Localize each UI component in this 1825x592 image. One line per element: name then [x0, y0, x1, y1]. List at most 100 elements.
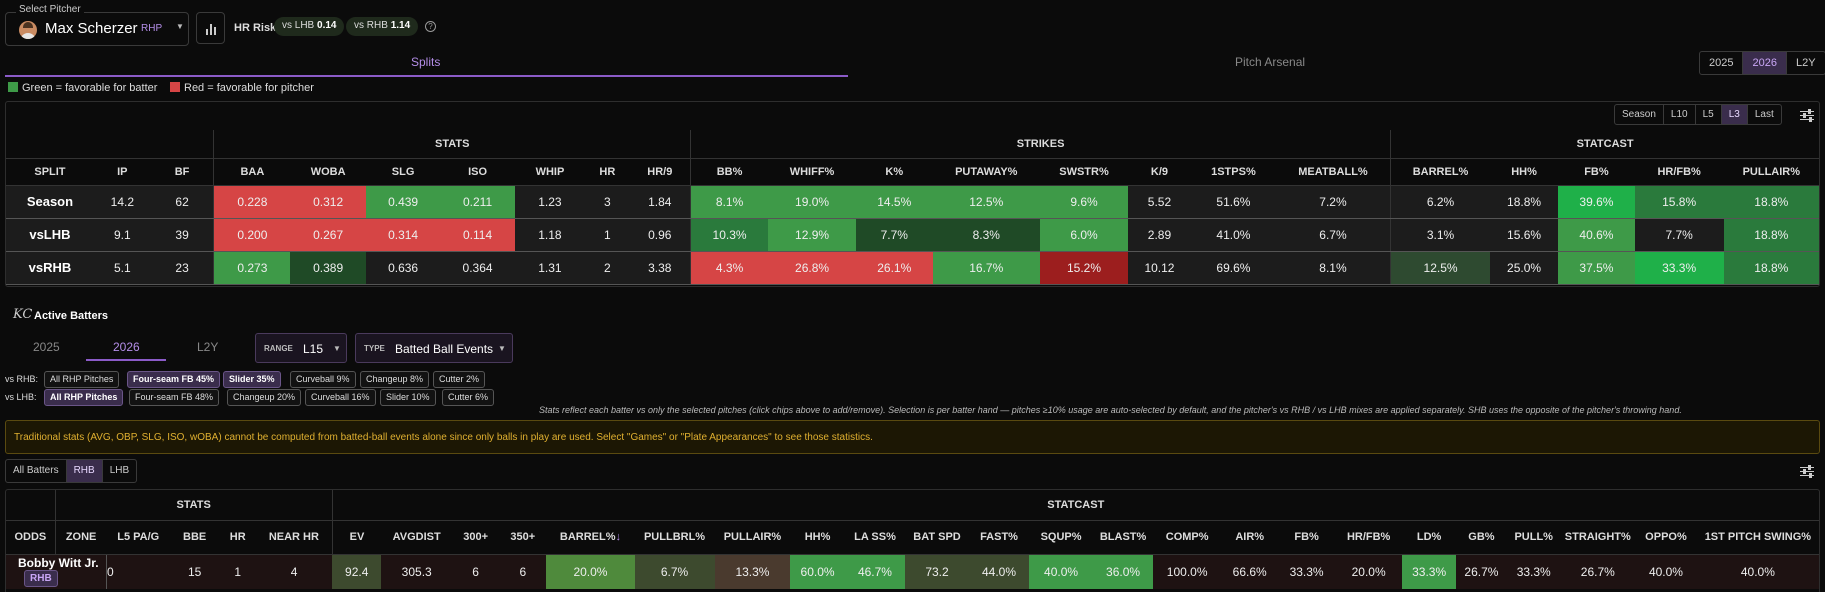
column-header-label: HR [229, 531, 246, 543]
range-option[interactable]: L5 [1696, 105, 1722, 124]
column-header[interactable]: HR/FB% [1334, 520, 1403, 555]
column-header[interactable]: COMP% [1153, 520, 1221, 555]
settings-sliders-icon[interactable] [1800, 109, 1814, 122]
tab-pitch-arsenal[interactable]: Pitch Arsenal [1235, 55, 1306, 69]
column-header[interactable]: AVGDIST [381, 520, 453, 555]
column-header[interactable]: HR [219, 520, 257, 555]
pitch-chip[interactable]: Cutter 6% [442, 389, 495, 406]
pitch-chip[interactable]: Slider 10% [380, 389, 436, 406]
column-header[interactable]: AIR% [1220, 520, 1279, 555]
table-cell: 7.2% [1275, 185, 1391, 219]
type-dropdown[interactable]: TYPE Batted Ball Events ▼ [355, 333, 513, 363]
column-header[interactable]: IP [93, 158, 151, 186]
column-header[interactable]: WOBA [290, 158, 366, 186]
pitch-chip[interactable]: Curveball 16% [305, 389, 376, 406]
tab-splits[interactable]: Splits [411, 55, 441, 69]
table-row[interactable]: vsRHB 5.1 23 0.273 0.389 0.636 0.364 1.31 2 3.38 4… [6, 251, 1819, 285]
pitch-chip[interactable]: Cutter 2% [433, 371, 486, 388]
year-option[interactable]: L2Y [1795, 57, 1816, 69]
column-header[interactable]: FB% [1278, 520, 1335, 555]
range-option[interactable]: L3 [1721, 105, 1748, 124]
column-header[interactable]: WHIP [514, 158, 586, 186]
column-header[interactable]: EV [331, 520, 382, 555]
help-icon[interactable]: ? [425, 21, 436, 32]
column-header[interactable]: LD% [1402, 520, 1456, 555]
column-header[interactable]: PULLAIR% [1723, 158, 1819, 186]
table-row[interactable]: vsLHB 9.1 39 0.200 0.267 0.314 0.114 1.18 1 0.96 1… [6, 218, 1819, 252]
column-header[interactable]: GB% [1455, 520, 1508, 555]
range-dropdown[interactable]: RANGE L15 ▼ [255, 333, 347, 363]
pitcher-select[interactable]: Select Pitcher Max Scherzer RHP ▼ [5, 4, 189, 46]
column-header[interactable]: HR [585, 158, 630, 186]
pitch-chip[interactable]: Changeup 20% [227, 389, 302, 406]
table-cell: 3.1% [1390, 218, 1490, 252]
column-header[interactable]: BARREL%↓ [546, 520, 635, 555]
settings-sliders-icon[interactable] [1800, 465, 1814, 478]
column-header[interactable]: BBE [170, 520, 220, 555]
column-header[interactable]: NEAR HR [256, 520, 333, 555]
pitch-chip[interactable]: Four-seam FB 45% [127, 371, 221, 388]
column-header[interactable]: SQUP% [1029, 520, 1093, 555]
column-header[interactable]: 1STPS% [1191, 158, 1276, 186]
column-header[interactable]: FB% [1558, 158, 1635, 186]
column-header[interactable]: BAT SPD [905, 520, 969, 555]
column-header[interactable]: LA SS% [844, 520, 906, 555]
table-cell: 1.31 [514, 251, 586, 285]
pitch-chip[interactable]: Four-seam FB 48% [129, 389, 220, 406]
batters-year-tab[interactable]: L2Y [197, 340, 219, 354]
column-header[interactable]: FAST% [968, 520, 1030, 555]
column-header[interactable]: STRAIGHT% [1560, 520, 1636, 555]
pitch-chip[interactable]: Slider 35% [223, 371, 281, 388]
column-header[interactable]: 350+ [499, 520, 547, 555]
table-row[interactable]: Season 14.2 62 0.228 0.312 0.439 0.211 1.23 3 1.8… [6, 185, 1819, 219]
range-option[interactable]: L10 [1664, 105, 1696, 124]
column-header[interactable]: OPPO% [1635, 520, 1697, 555]
year-option[interactable]: 2025 [1700, 52, 1744, 74]
hand-filter-option[interactable]: All Batters [6, 460, 67, 482]
column-header[interactable]: MEATBALL% [1275, 158, 1391, 186]
column-header[interactable]: L5 PA/G [106, 520, 171, 555]
pitch-chip[interactable]: All RHP Pitches [44, 371, 120, 388]
table-cell: 20.0% [546, 554, 635, 589]
range-option[interactable]: Season [1615, 105, 1664, 124]
column-header[interactable]: PULLAIR% [714, 520, 791, 555]
table-cell: 305.3 [381, 554, 453, 589]
column-header[interactable]: BB% [690, 158, 769, 186]
column-header[interactable]: PUTAWAY% [932, 158, 1041, 186]
column-header[interactable]: HR/FB% [1634, 158, 1724, 186]
table-cell: 100.0% [1153, 554, 1221, 589]
range-option[interactable]: Last [1754, 109, 1774, 120]
batters-year-tab[interactable]: 2026 [113, 340, 140, 354]
column-header[interactable]: BARREL% [1390, 158, 1490, 186]
column-header[interactable]: BAA [213, 158, 291, 186]
hand-filter-option[interactable]: LHB [109, 465, 130, 476]
column-header[interactable]: HH% [790, 520, 845, 555]
table-cell: 9.6% [1040, 185, 1128, 219]
batter-name-cell[interactable]: Bobby Witt Jr.RHB [6, 554, 107, 589]
column-header[interactable]: ISO [440, 158, 515, 186]
column-header[interactable]: 1ST PITCH SWING% [1696, 520, 1819, 555]
column-header[interactable]: SPLIT [6, 158, 94, 186]
column-header[interactable]: BLAST% [1092, 520, 1154, 555]
pitch-chip[interactable]: All RHP Pitches [44, 389, 124, 406]
column-header[interactable]: K/9 [1127, 158, 1192, 186]
column-header[interactable]: PULL% [1507, 520, 1561, 555]
pitch-chip[interactable]: Changeup 8% [360, 371, 430, 388]
batters-year-tab[interactable]: 2025 [33, 340, 60, 354]
pitch-chip[interactable]: Curveball 9% [290, 371, 356, 388]
column-header[interactable]: HH% [1489, 158, 1559, 186]
column-header[interactable]: BF [150, 158, 214, 186]
table-row[interactable]: Bobby Witt Jr.RHB 0 15 1 4 92.4 305.3 6 6 20.0% 6.… [6, 554, 1819, 589]
chart-toggle-button[interactable] [196, 12, 225, 44]
column-header[interactable]: K% [855, 158, 933, 186]
column-header[interactable]: SWSTR% [1040, 158, 1128, 186]
column-header[interactable]: PULLBRL% [634, 520, 715, 555]
column-header[interactable]: WHIFF% [768, 158, 856, 186]
column-header[interactable]: ODDS [6, 520, 56, 555]
column-header[interactable]: ZONE [54, 520, 107, 555]
hand-filter-option[interactable]: RHB [66, 460, 103, 482]
column-header[interactable]: 300+ [452, 520, 500, 555]
column-header[interactable]: HR/9 [629, 158, 691, 186]
column-header[interactable]: SLG [365, 158, 441, 186]
year-option[interactable]: 2026 [1743, 52, 1787, 74]
